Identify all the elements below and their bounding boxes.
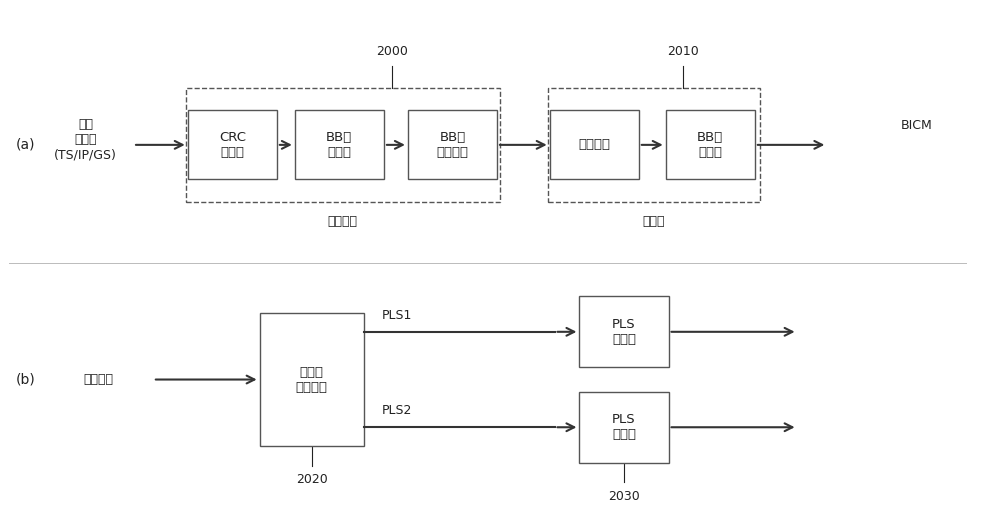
Text: 模式适配: 模式适配 — [328, 215, 358, 228]
Text: 物理层
信令生成: 物理层 信令生成 — [296, 366, 328, 394]
Text: PLS
加扰器: PLS 加扰器 — [612, 318, 636, 346]
Text: PLS2: PLS2 — [381, 405, 412, 418]
Text: 单个
输入流
(TS/IP/GS): 单个 输入流 (TS/IP/GS) — [54, 119, 117, 162]
Bar — [188, 110, 277, 179]
Bar — [260, 313, 364, 446]
Text: 管理信息: 管理信息 — [83, 373, 113, 386]
Text: BB帧
报头插入: BB帧 报头插入 — [436, 131, 468, 159]
Bar — [579, 392, 669, 463]
Bar — [548, 88, 760, 202]
Text: BB帧
加扰器: BB帧 加扰器 — [697, 131, 723, 159]
Text: (b): (b) — [16, 372, 36, 386]
Text: CRC
编码器: CRC 编码器 — [219, 131, 246, 159]
Text: (a): (a) — [16, 138, 36, 152]
Text: 2030: 2030 — [608, 490, 640, 503]
Text: 2020: 2020 — [296, 473, 327, 486]
Text: BB帧
切分器: BB帧 切分器 — [326, 131, 352, 159]
Text: 流适配: 流适配 — [642, 215, 665, 228]
Text: 填充插入: 填充插入 — [578, 138, 610, 151]
Bar — [295, 110, 384, 179]
Text: 2010: 2010 — [668, 45, 699, 59]
Bar — [408, 110, 497, 179]
Text: 2000: 2000 — [376, 45, 408, 59]
Bar — [579, 296, 669, 367]
Bar — [550, 110, 639, 179]
Bar — [186, 88, 500, 202]
Text: PLS
加扰器: PLS 加扰器 — [612, 413, 636, 441]
Bar — [666, 110, 755, 179]
Text: PLS1: PLS1 — [381, 309, 412, 322]
Text: BICM: BICM — [901, 119, 932, 132]
